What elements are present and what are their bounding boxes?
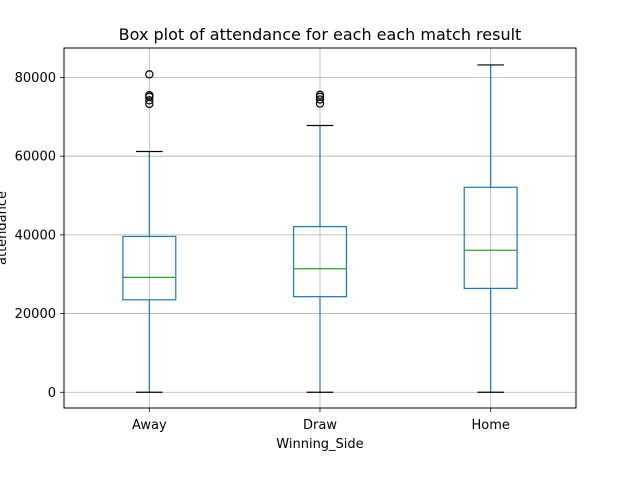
y-tick-label: 80000 (15, 71, 56, 86)
x-tick-label: Away (132, 418, 167, 433)
chart-title: Box plot of attendance for each each mat… (119, 25, 522, 44)
iqr-box (463, 186, 518, 289)
outlier-point (145, 96, 154, 105)
outlier-point (145, 70, 154, 79)
box-draw (292, 90, 348, 393)
x-axis: Away Draw Home (132, 408, 510, 433)
y-axis-label: attendance (0, 191, 10, 265)
box-home (463, 64, 518, 393)
outlier-point (315, 90, 325, 100)
outlier-point (315, 95, 325, 104)
iqr-box (292, 226, 348, 298)
box-away (122, 70, 177, 393)
y-axis: 0 20000 40000 60000 80000 (15, 71, 64, 401)
y-tick-label: 60000 (15, 150, 56, 165)
y-tick-label: 40000 (15, 228, 56, 243)
x-tick-label: Home (471, 418, 509, 433)
outlier-point (145, 91, 154, 100)
x-axis-label: Winning_Side (276, 437, 363, 452)
y-tick-label: 0 (48, 386, 56, 401)
boxes-layer (122, 64, 518, 393)
x-tick-label: Draw (303, 418, 337, 433)
iqr-box (122, 235, 177, 301)
y-tick-label: 20000 (15, 307, 56, 322)
